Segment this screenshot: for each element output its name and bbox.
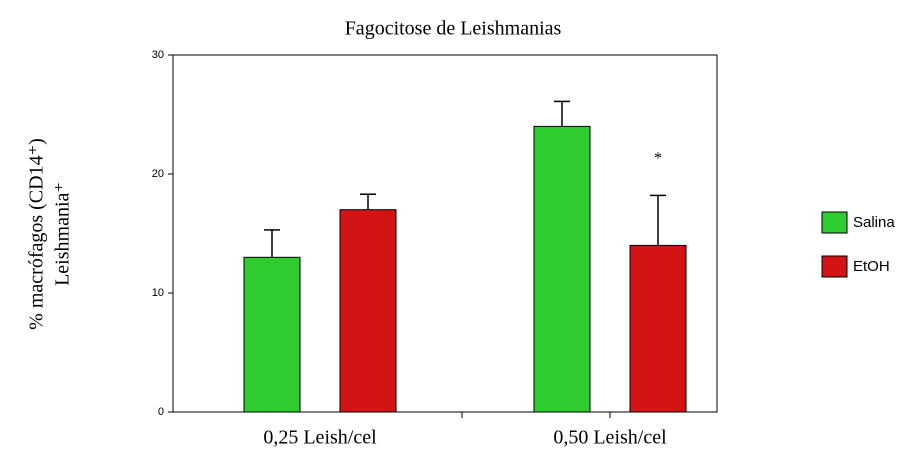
plot-frame — [172, 54, 718, 413]
y-axis-label-line: Leishmania⁺ — [52, 182, 74, 286]
x-tick-label: 0,25 Leish/cel — [263, 427, 377, 449]
legend-swatch — [821, 255, 848, 278]
bar — [629, 244, 687, 413]
annotation: * — [654, 150, 662, 167]
bar — [243, 256, 301, 413]
y-axis-label-line: % macrófagos (CD14⁺) — [26, 138, 48, 330]
y-tick-label: 0 — [158, 406, 164, 418]
y-tick-label: 10 — [152, 287, 164, 299]
legend-swatch — [821, 211, 848, 234]
legend-label: EtOH — [853, 258, 890, 275]
legend-label: Salina — [853, 214, 895, 231]
y-tick-label: 20 — [152, 168, 164, 180]
chart-title: Fagocitose de Leishmanias — [345, 18, 562, 40]
bar — [533, 125, 591, 413]
bar — [339, 209, 397, 413]
y-tick-label: 30 — [152, 49, 164, 61]
x-tick-label: 0,50 Leish/cel — [553, 427, 667, 449]
y-axis-label: % macrófagos (CD14⁺) Leishmania⁺ — [26, 138, 74, 330]
